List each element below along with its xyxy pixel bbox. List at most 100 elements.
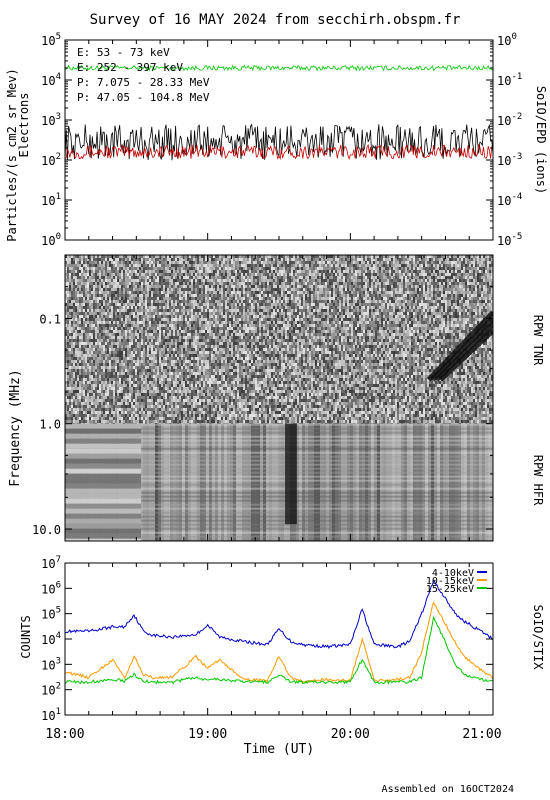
tnr-pixel (67, 417, 69, 420)
tnr-pixel (99, 285, 101, 288)
tnr-pixel (101, 279, 103, 282)
tnr-pixel (219, 261, 221, 264)
tnr-pixel (227, 306, 229, 309)
tnr-pixel (227, 279, 229, 282)
tnr-pixel (181, 396, 183, 399)
tnr-pixel (199, 342, 201, 345)
tnr-pixel (85, 318, 87, 321)
tnr-pixel (113, 306, 115, 309)
tnr-pixel (117, 285, 119, 288)
tnr-pixel (231, 255, 233, 258)
tnr-pixel (177, 264, 179, 267)
tnr-pixel (97, 369, 99, 372)
tnr-pixel (141, 303, 143, 306)
tnr-pixel (161, 327, 163, 330)
tnr-pixel (101, 258, 103, 261)
tnr-pixel (131, 291, 133, 294)
tnr-pixel (131, 351, 133, 354)
tnr-pixel (177, 309, 179, 312)
tnr-pixel (115, 333, 117, 336)
tnr-pixel (167, 273, 169, 276)
tnr-pixel (109, 303, 111, 306)
tnr-pixel (95, 396, 97, 399)
tnr-pixel (185, 327, 187, 330)
tnr-pixel (229, 333, 231, 336)
tnr-pixel (91, 324, 93, 327)
tnr-pixel (81, 282, 83, 285)
tnr-pixel (151, 318, 153, 321)
tnr-pixel (227, 273, 229, 276)
tnr-pixel (125, 300, 127, 303)
tnr-pixel (165, 363, 167, 366)
tnr-pixel (173, 351, 175, 354)
tnr-pixel (107, 342, 109, 345)
tnr-pixel (131, 372, 133, 375)
tnr-pixel (101, 342, 103, 345)
tnr-pixel (149, 336, 151, 339)
tnr-pixel (201, 369, 203, 372)
tnr-pixel (85, 324, 87, 327)
tnr-pixel (173, 321, 175, 324)
tnr-pixel (169, 405, 171, 408)
tnr-pixel (217, 312, 219, 315)
tnr-pixel (173, 336, 175, 339)
tnr-pixel (161, 315, 163, 318)
tnr-pixel (229, 315, 231, 318)
tnr-pixel (203, 357, 205, 360)
tnr-pixel (83, 330, 85, 333)
tnr-pixel (95, 285, 97, 288)
tnr-pixel (161, 297, 163, 300)
tnr-pixel (71, 408, 73, 411)
tnr-pixel (149, 309, 151, 312)
tnr-pixel (221, 315, 223, 318)
tnr-pixel (199, 375, 201, 378)
tnr-pixel (181, 354, 183, 357)
tnr-pixel (137, 402, 139, 405)
tnr-pixel (181, 333, 183, 336)
tnr-pixel (217, 273, 219, 276)
tnr-pixel (71, 258, 73, 261)
tnr-pixel (203, 414, 205, 417)
tnr-pixel (173, 264, 175, 267)
tnr-pixel (193, 357, 195, 360)
tnr-pixel (129, 420, 131, 423)
tnr-pixel (83, 399, 85, 402)
tnr-pixel (205, 270, 207, 273)
tnr-pixel (153, 351, 155, 354)
tnr-pixel (211, 330, 213, 333)
tnr-pixel (203, 297, 205, 300)
tnr-pixel (185, 255, 187, 258)
tnr-pixel (183, 306, 185, 309)
tnr-pixel (67, 348, 69, 351)
tnr-pixel (73, 408, 75, 411)
tnr-pixel (199, 258, 201, 261)
tnr-pixel (159, 282, 161, 285)
tnr-pixel (209, 288, 211, 291)
tnr-pixel (109, 285, 111, 288)
tnr-pixel (173, 309, 175, 312)
tnr-pixel (171, 408, 173, 411)
tnr-pixel (163, 318, 165, 321)
tnr-pixel (161, 303, 163, 306)
tnr-pixel (159, 303, 161, 306)
tnr-pixel (135, 363, 137, 366)
tnr-pixel (155, 402, 157, 405)
tnr-pixel (167, 390, 169, 393)
tnr-pixel (185, 381, 187, 384)
tnr-pixel (187, 402, 189, 405)
tnr-pixel (105, 279, 107, 282)
tnr-pixel (73, 297, 75, 300)
tnr-pixel (81, 270, 83, 273)
tnr-pixel (135, 357, 137, 360)
tnr-pixel (71, 396, 73, 399)
tnr-pixel (81, 339, 83, 342)
tnr-pixel (109, 339, 111, 342)
tnr-pixel (107, 363, 109, 366)
tnr-pixel (209, 300, 211, 303)
tnr-pixel (201, 255, 203, 258)
tnr-pixel (211, 396, 213, 399)
tnr-pixel (127, 318, 129, 321)
tnr-pixel (183, 384, 185, 387)
tnr-pixel (157, 369, 159, 372)
tnr-pixel (71, 282, 73, 285)
